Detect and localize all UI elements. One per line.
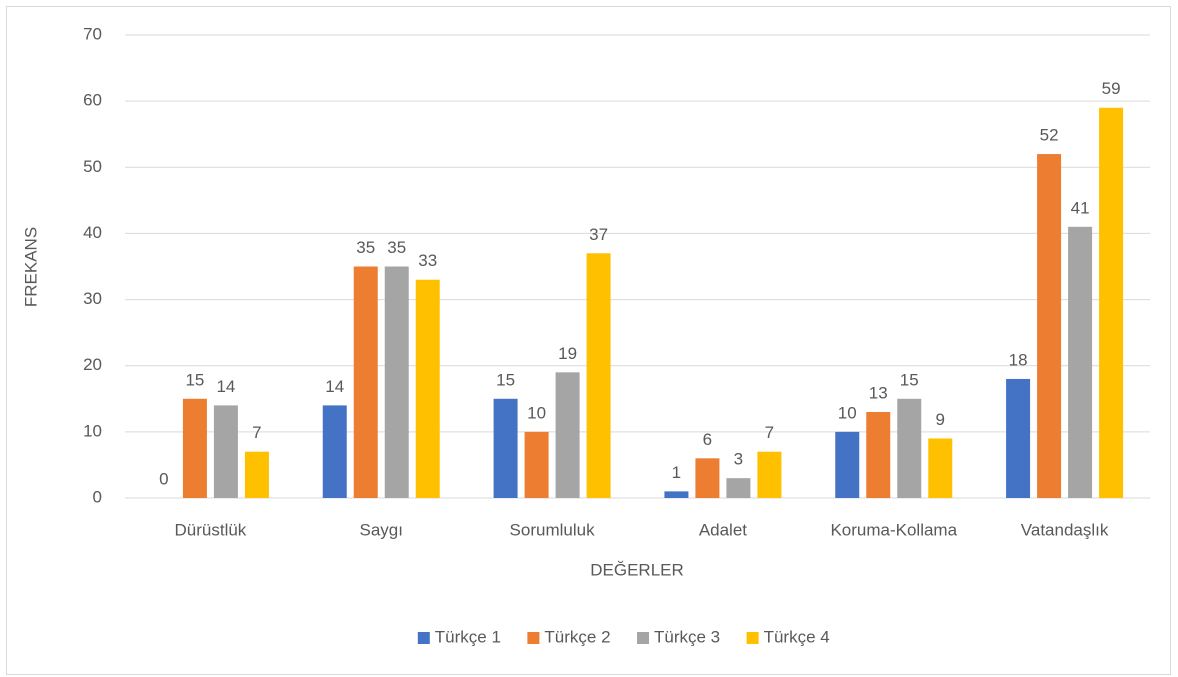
bar xyxy=(493,398,518,498)
legend-label: Türkçe 2 xyxy=(544,627,610,646)
x-tick-label: Koruma-Kollama xyxy=(830,520,957,539)
x-tick-label: Sorumluluk xyxy=(510,520,596,539)
x-tick-label: Saygı xyxy=(360,520,403,539)
y-tick-label: 50 xyxy=(83,157,102,176)
y-tick-label: 60 xyxy=(83,91,102,110)
data-label: 35 xyxy=(356,238,375,257)
bar xyxy=(664,491,689,498)
data-label: 33 xyxy=(418,251,437,270)
bar xyxy=(726,478,751,498)
data-label: 19 xyxy=(558,344,577,363)
bar xyxy=(1006,378,1031,498)
legend-swatch xyxy=(746,632,759,644)
bar xyxy=(1037,154,1062,499)
legend-label: Türkçe 1 xyxy=(435,627,501,646)
y-tick-label: 30 xyxy=(83,289,102,308)
data-label: 1 xyxy=(672,463,681,482)
legend-label: Türkçe 3 xyxy=(654,627,720,646)
data-label: 15 xyxy=(496,370,515,389)
x-tick-label: Vatandaşlık xyxy=(1021,520,1109,539)
data-label: 52 xyxy=(1040,126,1059,145)
y-axis-label: FREKANS xyxy=(21,227,40,307)
legend-label: Türkçe 4 xyxy=(764,627,830,646)
bar xyxy=(524,431,549,498)
data-label: 0 xyxy=(159,469,168,488)
x-axis-label: DEĞERLER xyxy=(590,560,684,579)
bar xyxy=(928,438,953,498)
data-label: 14 xyxy=(325,377,344,396)
bar xyxy=(244,451,269,498)
data-label: 6 xyxy=(703,430,712,449)
x-tick-label: Adalet xyxy=(699,520,747,539)
bar xyxy=(586,253,611,498)
data-label: 15 xyxy=(185,370,204,389)
x-tick-label: Dürüstlük xyxy=(175,520,247,539)
y-tick-label: 20 xyxy=(83,355,102,374)
data-label: 59 xyxy=(1102,79,1121,98)
bar xyxy=(415,279,440,498)
legend-swatch xyxy=(417,632,430,644)
bar xyxy=(353,266,378,498)
data-label: 37 xyxy=(589,225,608,244)
bar xyxy=(866,412,891,498)
bar xyxy=(757,451,782,498)
bar xyxy=(322,405,347,498)
y-tick-label: 10 xyxy=(83,421,102,440)
bar xyxy=(182,398,207,498)
data-label: 7 xyxy=(765,423,774,442)
bar xyxy=(1099,107,1124,498)
bar xyxy=(897,398,922,498)
bar xyxy=(1068,226,1093,499)
data-label: 35 xyxy=(387,238,406,257)
y-tick-label: 70 xyxy=(83,24,102,43)
bar xyxy=(695,458,720,498)
data-label: 14 xyxy=(216,377,235,396)
data-label: 13 xyxy=(869,383,888,402)
bar xyxy=(213,405,238,498)
data-label: 10 xyxy=(838,403,857,422)
bar xyxy=(835,431,860,498)
y-tick-label: 40 xyxy=(83,223,102,242)
data-label: 10 xyxy=(527,403,546,422)
data-label: 41 xyxy=(1071,198,1090,217)
data-label: 7 xyxy=(252,423,261,442)
data-label: 15 xyxy=(900,370,919,389)
bar xyxy=(555,372,580,498)
data-label: 9 xyxy=(936,410,945,429)
bar xyxy=(384,266,409,498)
legend-swatch xyxy=(527,632,540,644)
y-tick-label: 0 xyxy=(93,487,102,506)
data-label: 3 xyxy=(734,450,743,469)
legend-swatch xyxy=(637,632,649,644)
data-label: 18 xyxy=(1009,350,1028,369)
